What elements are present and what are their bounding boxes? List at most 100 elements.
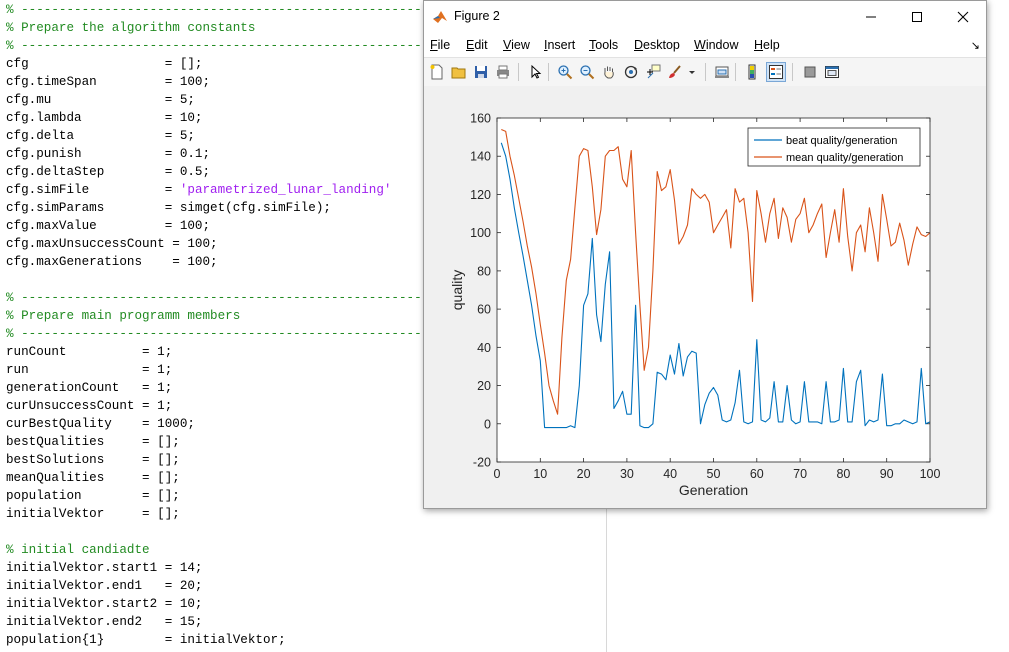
- series-line-2: [501, 128, 931, 415]
- figure-window[interactable]: Figure 2 ↘ File Edit View Insert Tools Deskto…: [423, 0, 987, 509]
- pan-hand-icon[interactable]: [599, 62, 619, 82]
- x-axis-label: Generation: [679, 482, 748, 498]
- legend-icon[interactable]: [766, 62, 786, 82]
- code-text: cfg.mu = 5;: [6, 93, 195, 107]
- menu-label-rest: iew: [511, 38, 530, 52]
- menu-tools[interactable]: Tools: [589, 38, 618, 52]
- code-text: cfg.maxGenerations = 100;: [6, 255, 218, 269]
- code-text: cfg.lambda = 10;: [6, 111, 203, 125]
- toolbar-separator: [548, 63, 549, 81]
- code-text: cfg.timeSpan = 100;: [6, 75, 211, 89]
- menu-mnemonic: I: [544, 38, 548, 52]
- x-tick-label: 100: [920, 467, 941, 481]
- colorbar-icon[interactable]: [742, 62, 762, 82]
- menu-file[interactable]: File: [430, 38, 450, 52]
- minimize-button[interactable]: [848, 1, 894, 33]
- menu-desktop[interactable]: Desktop: [634, 38, 680, 52]
- code-line: initialVektor.end1 = 20;: [6, 577, 203, 595]
- code-text: generationCount = 1;: [6, 381, 173, 395]
- maximize-button[interactable]: [894, 1, 940, 33]
- code-line: cfg.punish = 0.1;: [6, 145, 210, 163]
- menu-mnemonic: D: [634, 38, 644, 52]
- x-tick-label: 20: [577, 467, 591, 481]
- print-icon[interactable]: [493, 62, 513, 82]
- menu-bar: ↘ File Edit View Insert Tools Desktop Window He…: [424, 33, 986, 57]
- code-line: meanQualities = [];: [6, 469, 180, 487]
- code-comment-line: % --------------------------------------…: [6, 37, 505, 55]
- code-text: initialVektor.start1 = 14;: [6, 561, 203, 575]
- menu-label-rest: ile: [437, 38, 451, 52]
- x-tick-label: 50: [707, 467, 721, 481]
- code-text: curBestQuality = 1000;: [6, 417, 195, 431]
- code-text: initialVektor.end2 = 15;: [6, 615, 203, 629]
- code-text: cfg.simParams = simget(cfg.simFile);: [6, 201, 331, 215]
- line-chart[interactable]: 0 10 20 30 40 50 60 70 80 90 100-20020406080100120…: [424, 86, 986, 508]
- code-comment-line: % --------------------------------------…: [6, 325, 505, 343]
- data-cursor-icon[interactable]: [643, 62, 663, 82]
- code-line: population{1} = initialVektor;: [6, 631, 286, 649]
- code-line: initialVektor.end2 = 15;: [6, 613, 203, 631]
- code-text: run = 1;: [6, 363, 173, 377]
- menu-view[interactable]: View: [503, 38, 530, 52]
- code-text: bestSolutions = [];: [6, 453, 180, 467]
- code-comment-line: % Prepare the algorithm constants: [6, 19, 255, 37]
- code-line: curBestQuality = 1000;: [6, 415, 195, 433]
- save-icon[interactable]: [471, 62, 491, 82]
- axes-background: [497, 118, 930, 462]
- new-figure-icon[interactable]: [427, 62, 447, 82]
- maximize-icon: [912, 12, 922, 22]
- axes-box: [496, 117, 931, 463]
- toolbar-separator: [518, 63, 519, 81]
- menu-mnemonic: W: [694, 38, 706, 52]
- x-tick-label: 10: [533, 467, 547, 481]
- code-text: cfg.delta = 5;: [6, 129, 195, 143]
- y-tick-label: 0: [484, 417, 491, 431]
- x-tick-label: 90: [880, 467, 894, 481]
- code-text: curUnsuccessCount = 1;: [6, 399, 173, 413]
- menu-label-rest: elp: [763, 38, 780, 52]
- figure-canvas[interactable]: 0 10 20 30 40 50 60 70 80 90 100 -20 0 20 40 60 80 100 120…: [424, 86, 986, 508]
- y-tick-label: 20: [477, 379, 491, 393]
- code-text: % --------------------------------------…: [6, 291, 505, 305]
- y-tick-label: 60: [477, 303, 491, 317]
- code-line: cfg.timeSpan = 100;: [6, 73, 210, 91]
- link-plot-icon[interactable]: [712, 62, 732, 82]
- zoom-out-icon[interactable]: [577, 62, 597, 82]
- code-line: cfg.maxGenerations = 100;: [6, 253, 218, 271]
- code-text: initialVektor = [];: [6, 507, 180, 521]
- code-line: runCount = 1;: [6, 343, 172, 361]
- code-line: cfg.maxValue = 100;: [6, 217, 210, 235]
- code-text: initialVektor.start2 = 10;: [6, 597, 203, 611]
- menu-help[interactable]: Help: [754, 38, 780, 52]
- menu-label-rest: esktop: [643, 38, 680, 52]
- close-button[interactable]: [940, 1, 986, 33]
- menu-edit[interactable]: Edit: [466, 38, 488, 52]
- code-line: cfg.deltaStep = 0.5;: [6, 163, 210, 181]
- toolbar-separator: [735, 63, 736, 81]
- brush-dropdown-icon[interactable]: [687, 62, 697, 82]
- code-text: population = [];: [6, 489, 180, 503]
- series-line-1: [500, 142, 931, 429]
- pointer-icon[interactable]: [525, 62, 545, 82]
- menubar-overflow-icon[interactable]: ↘: [970, 40, 980, 52]
- hide-plot-tools-icon[interactable]: [800, 62, 820, 82]
- show-plot-tools-icon[interactable]: [822, 62, 842, 82]
- rotate-3d-icon[interactable]: [621, 62, 641, 82]
- code-text: cfg.punish = 0.1;: [6, 147, 211, 161]
- matlab-logo-icon: [433, 11, 447, 23]
- code-comment-line: % initial candiadte: [6, 541, 150, 559]
- open-file-icon[interactable]: [449, 62, 469, 82]
- code-line: initialVektor.start1 = 14;: [6, 559, 203, 577]
- menu-mnemonic: T: [589, 38, 596, 52]
- title-bar[interactable]: Figure 2: [424, 1, 986, 33]
- code-comment-line: % --------------------------------------…: [6, 1, 505, 19]
- code-text: cfg.simFile =: [6, 183, 180, 197]
- zoom-in-icon[interactable]: [555, 62, 575, 82]
- code-text: population{1} = initialVektor;: [6, 633, 286, 647]
- code-line: cfg.lambda = 10;: [6, 109, 203, 127]
- code-line: cfg.maxUnsuccessCount = 100;: [6, 235, 218, 253]
- brush-icon[interactable]: [665, 62, 685, 82]
- x-tick-label: 60: [750, 467, 764, 481]
- menu-window[interactable]: Window: [694, 38, 738, 52]
- menu-insert[interactable]: Insert: [544, 38, 575, 52]
